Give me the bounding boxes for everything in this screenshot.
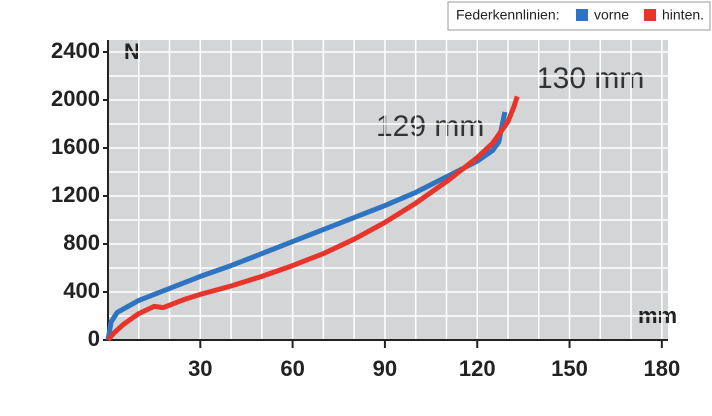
annotation: 130 mm [536,62,644,95]
y-tick-label: 400 [63,278,100,303]
annotation: 129 mm [376,110,484,143]
x-tick-label: 120 [459,356,496,381]
y-tick-label: 800 [63,230,100,255]
legend-title: Federkennlinien: [456,7,560,23]
x-tick-label: 180 [643,356,680,381]
x-tick-label: 90 [373,356,397,381]
y-tick-label: 0 [88,326,100,351]
legend-label: hinten. [662,7,704,23]
x-tick-label: 60 [280,356,304,381]
y-tick-label: 2400 [51,38,100,63]
legend-swatch [576,9,588,21]
legend-label: vorne [594,7,629,23]
x-tick-label: 30 [188,356,212,381]
y-tick-label: 1200 [51,182,100,207]
y-tick-label: 1600 [51,134,100,159]
legend-swatch [644,9,656,21]
plot-area [108,40,668,340]
y-tick-label: 2000 [51,86,100,111]
series-line [106,95,520,342]
series-line [105,111,508,341]
x-tick-label: 150 [551,356,588,381]
